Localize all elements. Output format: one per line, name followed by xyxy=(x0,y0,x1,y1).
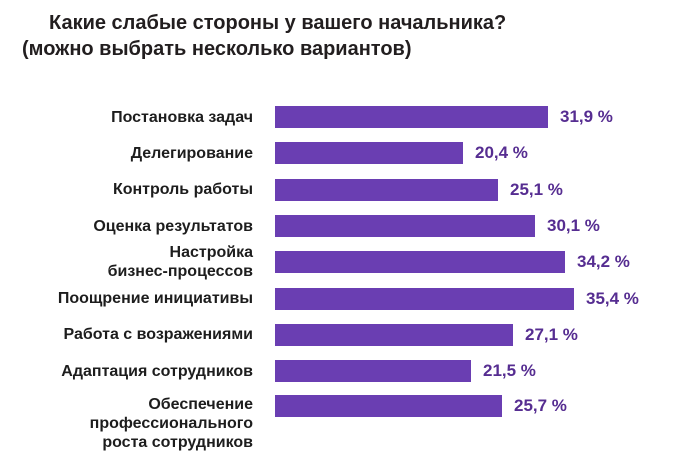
category-label: Работа с возражениями xyxy=(63,326,254,344)
bar xyxy=(275,395,502,418)
bar-area: 35,4 % xyxy=(253,287,700,310)
bar xyxy=(275,287,574,310)
bar-area: 34,2 % xyxy=(253,251,700,274)
bar-area: 20,4 % xyxy=(253,142,700,165)
chart-title-line-2: (можно выбрать несколько вариантов) xyxy=(22,38,412,60)
bar-area: 25,7 % xyxy=(253,395,700,418)
chart-row: Оценка результатов 30,1 % xyxy=(0,208,700,244)
chart-row: Контроль работы 25,1 % xyxy=(0,172,700,208)
category-label: Оценка результатов xyxy=(93,217,253,235)
chart-row: Настройка бизнес-процессов 34,2 % xyxy=(0,244,700,280)
bar-area: 25,1 % xyxy=(253,178,700,201)
value-label: 35,4 % xyxy=(586,288,639,308)
value-label: 20,4 % xyxy=(475,143,528,163)
bar xyxy=(275,360,471,383)
bar xyxy=(275,142,463,165)
value-label: 25,1 % xyxy=(510,179,563,199)
bar-area: 30,1 % xyxy=(253,215,700,238)
chart-row: Работа с возражениями 27,1 % xyxy=(0,317,700,353)
category-label: Настройка бизнес-процессов xyxy=(107,244,253,281)
chart-row: Постановка задач 31,9 % xyxy=(0,99,700,135)
bar-area: 27,1 % xyxy=(253,323,700,346)
value-label: 25,7 % xyxy=(514,396,567,416)
bar-area: 31,9 % xyxy=(253,106,700,129)
chart-row: Обеспечение профессионального роста сотр… xyxy=(0,389,700,452)
chart-row: Делегирование 20,4 % xyxy=(0,135,700,171)
bar-chart-rows: Постановка задач 31,9 % Делегирование 20… xyxy=(0,99,700,452)
category-label: Постановка задач xyxy=(111,108,253,126)
value-label: 27,1 % xyxy=(525,324,578,344)
value-label: 31,9 % xyxy=(560,107,613,127)
value-label: 34,2 % xyxy=(577,252,630,272)
category-label: Контроль работы xyxy=(112,181,253,199)
value-label: 30,1 % xyxy=(547,216,600,236)
category-label: Делегирование xyxy=(130,144,253,162)
bar xyxy=(275,323,513,346)
category-label: Адаптация сотрудников xyxy=(61,362,253,380)
chart-title-line-1: Какие слабые стороны у вашего начальника… xyxy=(49,12,507,34)
chart-title: Какие слабые стороны у вашего начальника… xyxy=(0,0,700,62)
value-label: 21,5 % xyxy=(483,361,536,381)
category-label: Обеспечение профессионального роста сотр… xyxy=(89,396,253,452)
chart-row: Поощрение инициативы 35,4 % xyxy=(0,280,700,316)
bar xyxy=(275,215,535,238)
category-label: Поощрение инициативы xyxy=(57,290,253,308)
bar xyxy=(275,106,548,129)
chart-row: Адаптация сотрудников 21,5 % xyxy=(0,353,700,389)
bar xyxy=(275,251,565,274)
bar xyxy=(275,178,498,201)
bar-area: 21,5 % xyxy=(253,360,700,383)
